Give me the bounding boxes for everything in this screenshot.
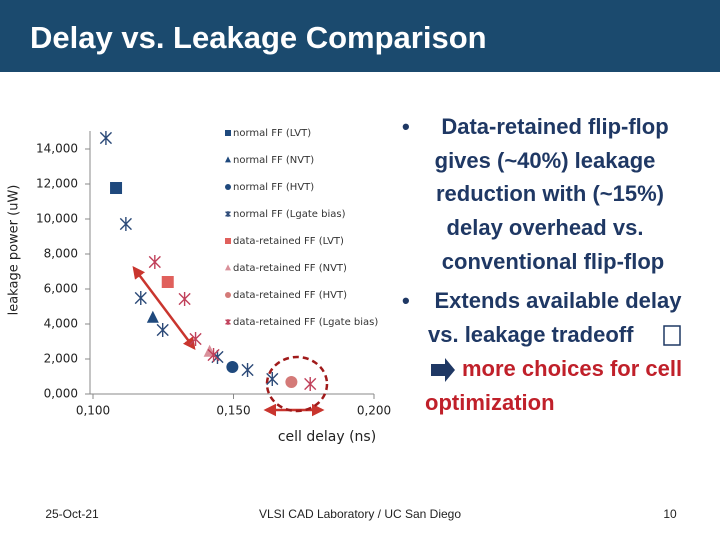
footer-date: 25-Oct-21 — [45, 507, 99, 521]
marker-square — [161, 276, 174, 288]
bullet-line: reduction with (~15%) — [436, 181, 664, 206]
marker-asterisk — [119, 217, 132, 232]
bullet-dot: • — [402, 288, 410, 313]
marker-asterisk — [225, 211, 231, 217]
marker-asterisk — [207, 347, 220, 362]
x-axis-label: cell delay (ns) — [278, 429, 376, 445]
marker-asterisk — [99, 130, 113, 145]
x-tick-label: 0,200 — [357, 404, 391, 418]
marker-asterisk — [148, 254, 161, 269]
y-tick-label: 6,000 — [44, 282, 78, 296]
marker-asterisk — [178, 291, 191, 306]
page-number: 10 — [663, 507, 677, 521]
legend-label: normal FF (Lgate bias) — [233, 209, 346, 220]
footer-center: VLSI CAD Laboratory / UC San Diego — [259, 507, 461, 521]
bullet-highlight: more choices for cell — [462, 356, 682, 381]
marker-square — [225, 238, 231, 244]
x-tick-label: 0,150 — [216, 404, 250, 418]
plot: 0,000 2,000 4,000 6,000 8,000 10,000 12,000 14,… — [36, 128, 391, 418]
marker-triangle — [225, 264, 231, 271]
marker-asterisk — [156, 323, 169, 338]
title-bar — [0, 0, 720, 72]
glyph-box — [663, 325, 681, 346]
bullet-line: Data-retained flip-flop — [441, 114, 668, 139]
marker-triangle — [146, 310, 159, 323]
y-tick-label: 14,000 — [36, 142, 78, 156]
legend-label: normal FF (HVT) — [233, 182, 314, 193]
arrow — [132, 266, 196, 350]
legend-label: data-retained FF (Lgate bias) — [233, 317, 378, 328]
legend-label: data-retained FF (LVT) — [233, 236, 344, 247]
legend-label: data-retained FF (HVT) — [233, 290, 347, 301]
marker-asterisk — [134, 290, 147, 305]
slide-title: Delay vs. Leakage Comparison — [30, 20, 487, 55]
x-tick-label: 0,100 — [76, 404, 110, 418]
y-tick-label: 2,000 — [44, 352, 78, 366]
marker-circle — [226, 360, 239, 373]
bullet-dot: • — [402, 114, 410, 139]
legend-label: normal FF (LVT) — [233, 128, 311, 139]
y-tick-label: 10,000 — [36, 212, 78, 226]
bullet-line: Extends available delay — [434, 288, 682, 313]
marker-square — [110, 182, 123, 195]
y-tick-label: 12,000 — [36, 177, 78, 191]
legend-label: data-retained FF (NVT) — [233, 263, 347, 274]
marker-asterisk — [225, 319, 231, 325]
arrow-icon — [431, 358, 455, 382]
marker-circle — [225, 184, 231, 190]
y-tick-label: 0,000 — [44, 387, 78, 401]
bullet-line: gives (~40%) leakage — [435, 148, 656, 173]
y-tick-label: 8,000 — [44, 247, 78, 261]
bullet-line: vs. leakage tradeoff — [428, 322, 634, 347]
marker-asterisk — [266, 372, 279, 387]
marker-circle — [225, 292, 231, 298]
marker-triangle — [225, 156, 231, 163]
marker-asterisk — [241, 363, 254, 378]
bullet-line: conventional flip-flop — [442, 249, 664, 274]
marker-asterisk — [304, 377, 317, 392]
bullet-line: delay overhead vs. — [447, 215, 644, 240]
marker-circle — [285, 375, 298, 388]
y-axis-label: leakage power (uW) — [7, 185, 22, 316]
legend-label: normal FF (NVT) — [233, 155, 314, 166]
marker-square — [225, 130, 231, 136]
marker-asterisk — [189, 331, 202, 346]
bullet-highlight: optimization — [425, 390, 555, 415]
y-tick-label: 4,000 — [44, 317, 78, 331]
highlight-ellipse — [265, 355, 329, 413]
